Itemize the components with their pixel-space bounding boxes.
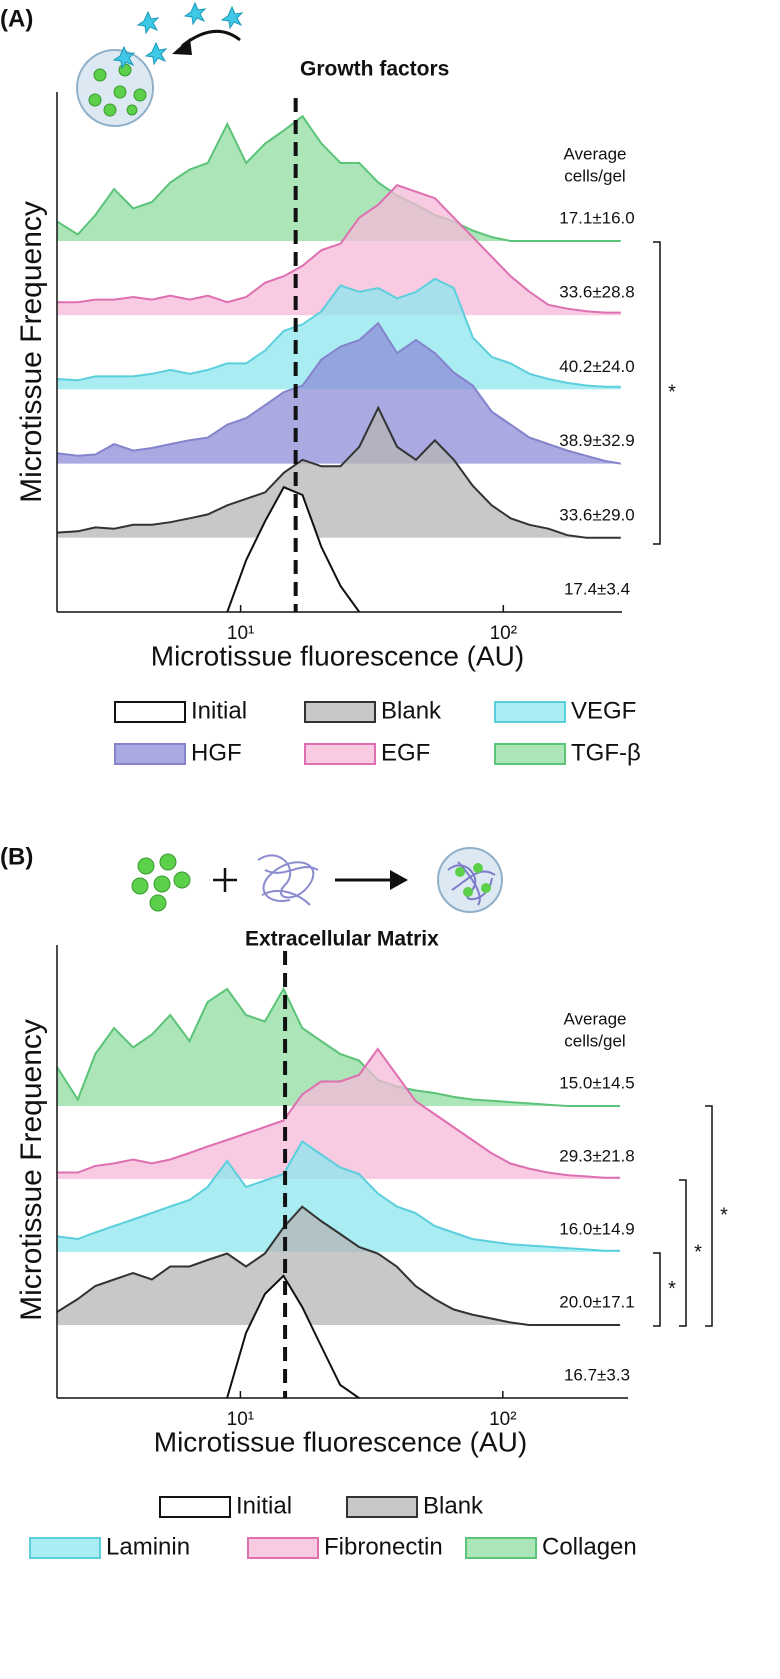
significance-star: * xyxy=(720,1204,728,1226)
significance-star: * xyxy=(668,381,676,403)
legend-label: EGF xyxy=(381,739,430,766)
ridge-area xyxy=(57,989,621,1106)
panel-label: (A) xyxy=(0,5,33,32)
stat-header: cells/gel xyxy=(564,166,625,185)
legend-swatch xyxy=(304,743,376,765)
legend-label: Laminin xyxy=(106,1533,190,1560)
x-axis-label: Microtissue fluorescence (AU) xyxy=(151,640,524,671)
stat-label: 38.9±32.9 xyxy=(559,431,635,450)
panel-label: (B) xyxy=(0,843,33,870)
ridge-line xyxy=(56,405,621,539)
stat-header: cells/gel xyxy=(564,1031,625,1050)
ridge-line xyxy=(56,321,621,465)
stat-label: 33.6±29.0 xyxy=(559,505,635,524)
significance-bracket xyxy=(679,1179,687,1327)
legend-swatch xyxy=(114,743,186,765)
ridge-line xyxy=(226,1274,360,1399)
icon-label: Growth factors xyxy=(300,58,449,81)
ridge-line xyxy=(56,1205,621,1326)
ecm-icon xyxy=(131,847,503,913)
legend-swatch xyxy=(247,1537,319,1559)
ridge-line xyxy=(56,277,621,388)
ridge-area xyxy=(57,278,621,390)
ridge-area xyxy=(227,487,360,612)
stat-label: 16.7±3.3 xyxy=(564,1365,630,1384)
stat-label: 29.3±21.8 xyxy=(559,1146,635,1165)
x-tick-label: 10² xyxy=(489,1409,516,1430)
ridge-area xyxy=(57,185,621,316)
stat-header: Average xyxy=(563,144,626,163)
legend-label: Initial xyxy=(236,1492,292,1519)
y-axis-label: Microtissue Frequency xyxy=(15,1019,48,1321)
significance-bracket xyxy=(653,1252,661,1327)
legend-label: Blank xyxy=(381,697,442,724)
stat-header: Average xyxy=(563,1009,626,1028)
ridge-area xyxy=(227,1275,359,1398)
growth-factor-icon xyxy=(76,1,244,127)
legend-swatch xyxy=(494,743,566,765)
legend-swatch xyxy=(304,701,376,723)
legend-swatch xyxy=(494,701,566,723)
legend-swatch xyxy=(346,1496,418,1518)
y-axis-label: Microtissue Frequency xyxy=(15,201,48,503)
ridge-area xyxy=(57,1206,621,1325)
ridge-line xyxy=(56,114,621,242)
ridge-area xyxy=(57,407,621,538)
stat-label: 20.0±17.1 xyxy=(559,1292,635,1311)
ridge-area xyxy=(57,1049,621,1179)
legend-label: Fibronectin xyxy=(324,1533,443,1560)
x-tick-label: 10² xyxy=(490,623,517,644)
stat-label: 16.0±14.9 xyxy=(559,1219,635,1238)
ridge-line xyxy=(56,1140,621,1252)
legend-swatch xyxy=(159,1496,231,1518)
ridge-area xyxy=(57,116,621,241)
x-tick-label: 10¹ xyxy=(227,1409,254,1430)
significance-star: * xyxy=(668,1278,676,1300)
ridge-area xyxy=(57,323,621,464)
legend-swatch xyxy=(465,1537,537,1559)
legend-label: Blank xyxy=(423,1492,484,1519)
legend-swatch xyxy=(114,701,186,723)
icon-label: Extracellular Matrix xyxy=(245,928,439,951)
ridge-line xyxy=(56,986,621,1107)
significance-bracket xyxy=(705,1105,713,1327)
legend-label: VEGF xyxy=(571,697,636,724)
ridge-line xyxy=(57,184,621,314)
x-tick-label: 10¹ xyxy=(227,623,254,644)
stat-label: 17.1±16.0 xyxy=(559,208,635,227)
legend-swatch xyxy=(29,1537,101,1559)
stat-label: 40.2±24.0 xyxy=(559,357,635,376)
legend-label: Initial xyxy=(191,697,247,724)
ridge-line xyxy=(57,1047,621,1179)
stat-label: 15.0±14.5 xyxy=(559,1073,635,1092)
x-axis-label: Microtissue fluorescence (AU) xyxy=(154,1426,527,1457)
stat-label: 17.4±3.4 xyxy=(564,579,630,598)
ridge-area xyxy=(57,1141,621,1252)
legend-label: TGF-β xyxy=(571,739,641,766)
legend-label: Collagen xyxy=(542,1533,637,1560)
legend-label: HGF xyxy=(191,739,242,766)
significance-star: * xyxy=(694,1241,702,1263)
significance-bracket xyxy=(653,241,661,545)
ridge-line xyxy=(226,485,361,613)
stat-label: 33.6±28.8 xyxy=(559,283,635,302)
